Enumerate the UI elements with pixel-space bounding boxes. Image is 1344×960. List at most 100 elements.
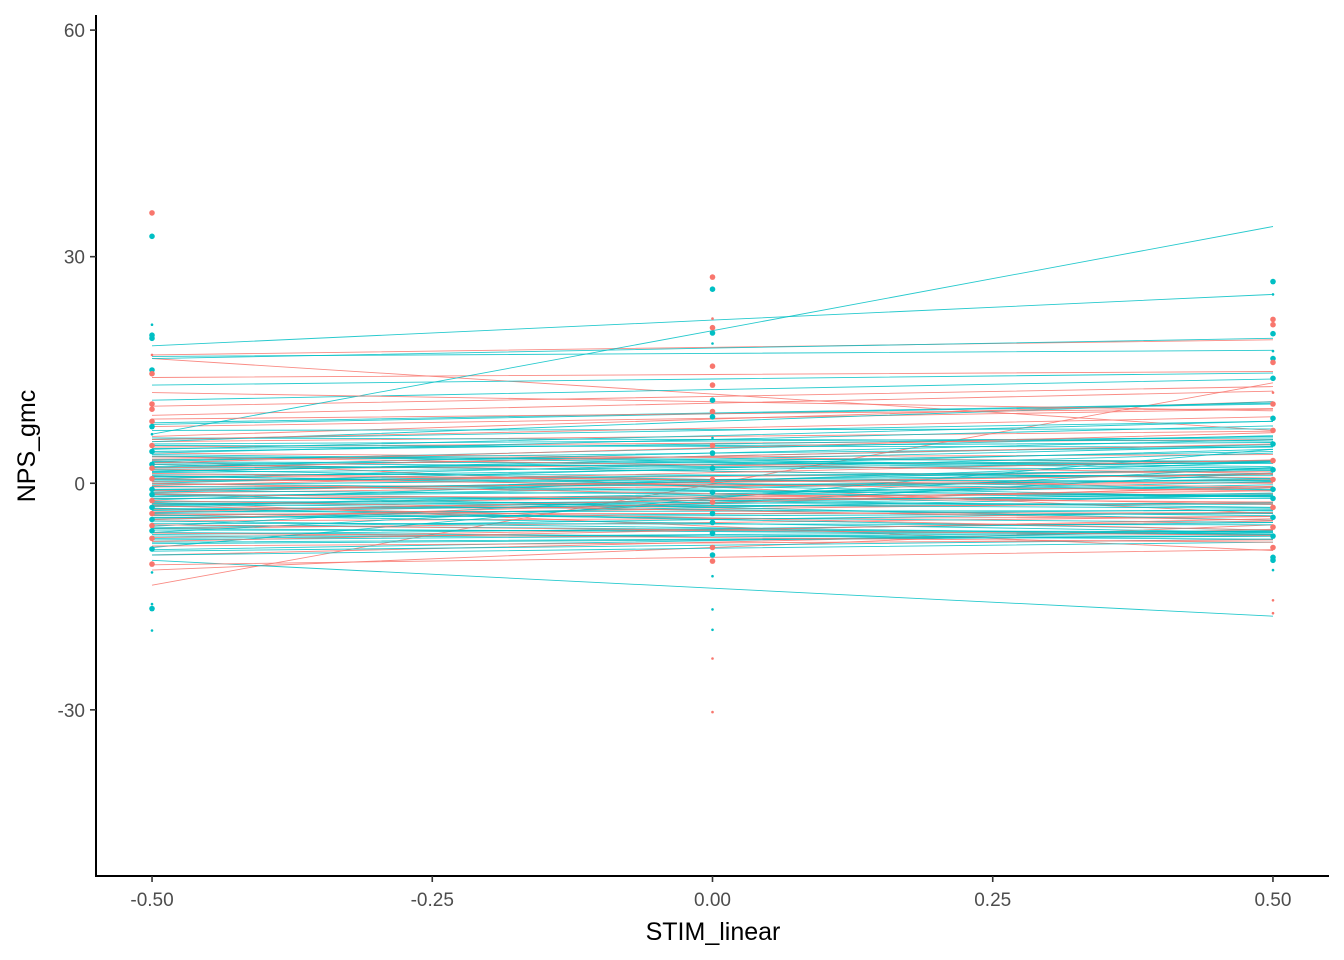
x-tick-label: -0.50 xyxy=(130,890,173,911)
series-line-85 xyxy=(151,522,1274,536)
data-point-3 xyxy=(150,323,154,327)
data-point-62 xyxy=(711,710,714,714)
series-line-57 xyxy=(151,559,1274,617)
data-point-45 xyxy=(711,436,714,440)
y-tick-label: 0 xyxy=(74,474,85,495)
series-line-36 xyxy=(151,428,1274,431)
data-point-38 xyxy=(709,330,716,336)
data-point-80 xyxy=(1270,486,1276,493)
data-point-53 xyxy=(709,519,716,526)
data-point-63 xyxy=(1270,278,1276,285)
series-line-136 xyxy=(151,473,1274,492)
data-point-14 xyxy=(149,442,155,449)
data-point-12 xyxy=(149,423,155,430)
data-point-30 xyxy=(150,571,154,574)
data-point-78 xyxy=(1270,466,1276,473)
data-point-59 xyxy=(711,608,714,611)
data-point-8 xyxy=(149,370,155,377)
data-point-17 xyxy=(149,465,155,472)
data-point-86 xyxy=(1270,544,1276,551)
y-axis-title: NPS_gmc xyxy=(13,390,41,503)
data-point-43 xyxy=(709,408,716,415)
series-line-122 xyxy=(151,443,1274,469)
series-line-26 xyxy=(151,371,1274,378)
data-point-54 xyxy=(709,530,716,536)
data-point-65 xyxy=(1270,316,1276,323)
series-line-125 xyxy=(151,416,1274,440)
series-line-2 xyxy=(151,386,1274,407)
x-tick-label: 0.25 xyxy=(974,890,1011,911)
data-point-84 xyxy=(1270,524,1276,530)
data-point-51 xyxy=(709,499,716,505)
data-point-66 xyxy=(1270,321,1276,328)
x-tick-label: 0.00 xyxy=(694,890,731,911)
x-tick-label: 0.50 xyxy=(1254,890,1291,911)
data-point-20 xyxy=(149,491,155,498)
series-line-131 xyxy=(151,539,1274,547)
data-point-29 xyxy=(149,561,155,567)
series-line-34 xyxy=(151,378,1274,401)
data-point-34 xyxy=(709,274,716,280)
data-point-58 xyxy=(711,574,714,578)
data-point-70 xyxy=(1270,359,1276,366)
data-point-48 xyxy=(709,465,716,472)
series-line-112 xyxy=(151,435,1274,462)
data-point-41 xyxy=(709,382,716,388)
series-line-89 xyxy=(151,530,1274,551)
data-point-40 xyxy=(709,363,716,370)
data-point-24 xyxy=(149,516,155,523)
series-line-25 xyxy=(151,460,1274,514)
data-point-71 xyxy=(1270,375,1276,382)
series-line-94 xyxy=(151,448,1274,480)
series-line-130 xyxy=(151,500,1274,521)
data-points xyxy=(149,210,1276,714)
data-point-83 xyxy=(1270,514,1276,521)
data-point-42 xyxy=(709,397,716,404)
data-point-52 xyxy=(709,510,716,517)
data-point-13 xyxy=(150,432,154,436)
data-point-36 xyxy=(711,317,714,320)
data-point-68 xyxy=(1271,349,1275,353)
series-line-138 xyxy=(151,518,1274,542)
data-point-25 xyxy=(149,522,155,529)
data-point-55 xyxy=(709,544,716,551)
data-point-15 xyxy=(149,448,155,455)
data-point-11 xyxy=(149,418,155,425)
data-point-31 xyxy=(150,602,154,606)
series-line-97 xyxy=(151,478,1274,498)
y-tick-label: 60 xyxy=(64,21,85,42)
data-point-76 xyxy=(1270,441,1276,447)
data-point-28 xyxy=(149,546,155,552)
data-point-27 xyxy=(149,535,155,542)
series-line-29 xyxy=(151,382,1274,586)
data-point-49 xyxy=(709,476,716,483)
series-line-118 xyxy=(151,451,1274,472)
data-point-37 xyxy=(709,324,716,331)
series-line-66 xyxy=(151,420,1274,450)
data-point-44 xyxy=(709,414,716,420)
data-point-91 xyxy=(1271,611,1275,615)
data-point-67 xyxy=(1270,330,1276,337)
data-point-1 xyxy=(149,210,155,216)
data-point-22 xyxy=(149,504,155,511)
series-line-116 xyxy=(151,437,1274,442)
data-point-46 xyxy=(709,442,716,449)
data-point-74 xyxy=(1270,415,1276,422)
data-point-57 xyxy=(709,558,716,564)
data-point-81 xyxy=(1270,495,1276,502)
data-point-39 xyxy=(711,342,714,345)
series-line-79 xyxy=(151,503,1274,517)
data-point-82 xyxy=(1270,504,1276,511)
series-line-128 xyxy=(151,459,1274,486)
x-tick-label: -0.25 xyxy=(411,890,454,911)
series-line-1 xyxy=(151,358,1274,431)
data-point-64 xyxy=(1271,293,1275,296)
x-axis-ticks: -0.50 -0.25 0.00 0.25 0.50 xyxy=(130,876,1291,911)
data-point-6 xyxy=(150,353,154,357)
data-point-18 xyxy=(149,475,155,482)
series-line-5 xyxy=(151,430,1274,443)
data-point-75 xyxy=(1270,427,1276,434)
data-point-61 xyxy=(711,657,714,660)
data-point-72 xyxy=(1271,391,1275,394)
